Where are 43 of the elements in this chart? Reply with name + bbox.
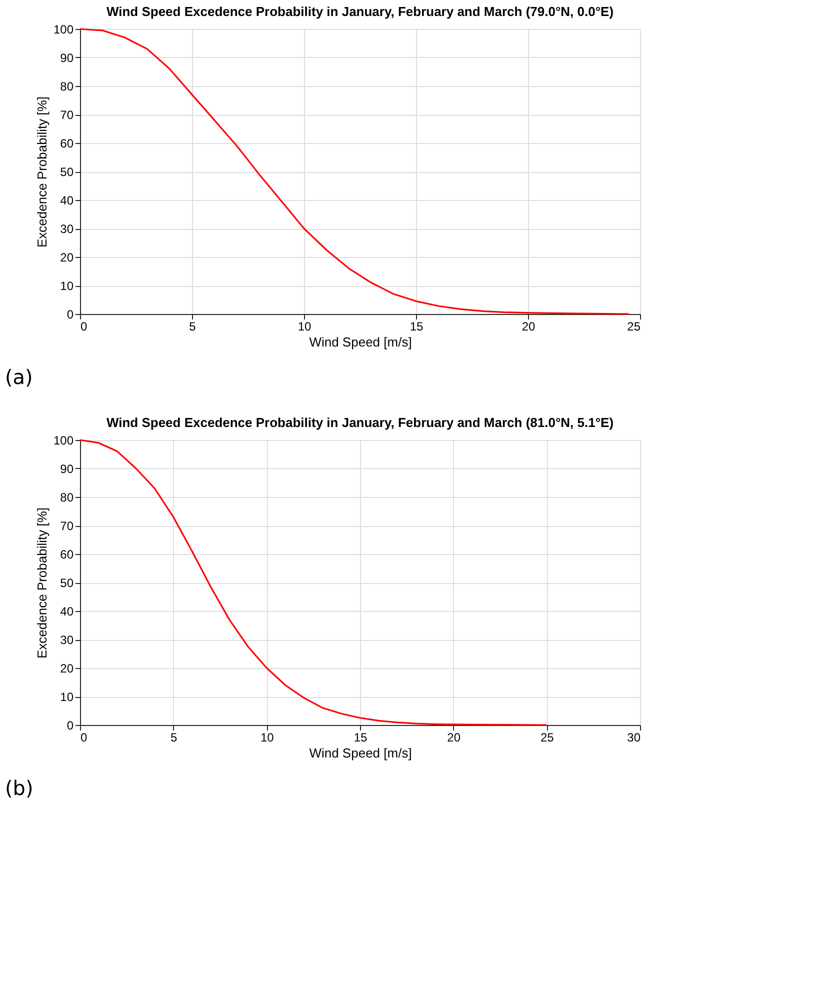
y-tick-label: 80 xyxy=(60,80,74,94)
x-tick-label: 5 xyxy=(189,320,196,334)
y-tick-label: 70 xyxy=(60,519,74,533)
y-tick-label: 40 xyxy=(60,194,74,208)
y-tick-label: 20 xyxy=(60,662,74,676)
x-tick-label: 5 xyxy=(170,730,178,744)
y-axis-title: Excedence Probability [%] xyxy=(34,507,50,659)
x-tick-label: 15 xyxy=(410,320,424,334)
text: (b) xyxy=(5,776,34,800)
y-tick-label: 100 xyxy=(53,434,74,448)
y-tick-label: 80 xyxy=(60,490,74,504)
chart-title: Wind Speed Excedence Probability in January, February and March (79.0°N, 0.0°E) xyxy=(106,4,614,19)
x-tick-label: 10 xyxy=(260,730,274,744)
x-tick-label: 30 xyxy=(627,730,641,744)
x-tick-label: 0 xyxy=(80,320,88,334)
chart-title: Wind Speed Excedence Probability in January, February and March (81.0°N, 5.1°E) xyxy=(106,415,614,430)
y-tick-label: 90 xyxy=(60,51,74,65)
x-tick-label: 10 xyxy=(298,320,312,334)
y-tick-label: 70 xyxy=(60,108,74,122)
x-axis-title: Wind Speed [m/s] xyxy=(309,746,412,760)
x-tick-label: 0 xyxy=(80,730,88,744)
x-tick-label: 15 xyxy=(354,730,368,744)
y-tick-label: 60 xyxy=(60,136,74,150)
y-tick-label: 0 xyxy=(66,718,74,732)
y-tick-label: 20 xyxy=(60,250,74,264)
x-axis-title: Wind Speed [m/s] xyxy=(309,334,412,350)
x-tick-label: 20 xyxy=(522,320,536,334)
y-tick-label: 10 xyxy=(60,279,74,293)
y-tick-label: 30 xyxy=(60,222,74,236)
x-tick-label: 25 xyxy=(540,730,554,744)
y-tick-label: 50 xyxy=(60,576,74,590)
y-axis-title: Excedence Probability [%] xyxy=(34,96,50,248)
y-tick-label: 30 xyxy=(60,633,74,647)
y-tick-label: 50 xyxy=(60,165,74,179)
text: (a) xyxy=(5,365,33,389)
y-tick-label: 10 xyxy=(60,690,74,704)
y-tick-label: 60 xyxy=(60,548,74,562)
x-tick-label: 25 xyxy=(627,320,641,334)
x-tick-label: 20 xyxy=(447,730,461,744)
y-tick-label: 100 xyxy=(53,22,74,36)
y-tick-label: 90 xyxy=(60,462,74,476)
y-tick-label: 40 xyxy=(60,604,74,618)
y-tick-label: 0 xyxy=(66,308,74,322)
